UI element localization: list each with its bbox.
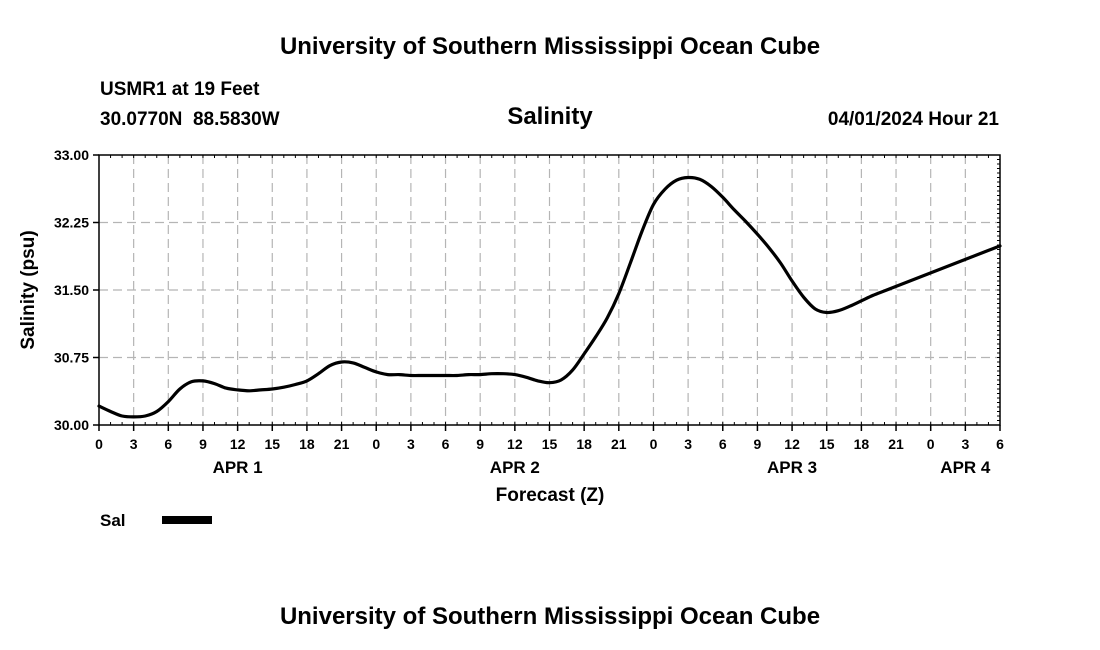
x-tick-label: 3: [684, 436, 692, 452]
page-title-bottom: University of Southern Mississippi Ocean…: [280, 603, 820, 630]
y-tick-labels: 30.00 30.75 31.50 32.25 33.00: [54, 147, 89, 433]
salinity-series-line: [97, 175, 1002, 419]
x-tick-label: 6: [996, 436, 1004, 452]
day-labels: APR 1 APR 2 APR 3 APR 4: [213, 458, 991, 477]
station-coordinates: 30.0770N 88.5830W: [100, 109, 280, 130]
day-label: APR 2: [490, 458, 540, 477]
x-tick-label: 0: [650, 436, 658, 452]
legend-label: Sal: [100, 511, 126, 530]
y-tick-label: 30.75: [54, 350, 89, 366]
y-tick-label: 30.00: [54, 417, 89, 433]
y-axis-label: Salinity (psu): [18, 230, 39, 349]
x-tick-label: 12: [784, 436, 800, 452]
station-label: USMR1 at 19 Feet: [100, 79, 260, 100]
x-tick-label: 9: [476, 436, 484, 452]
x-tick-label: 18: [299, 436, 315, 452]
x-axis-label: Forecast (Z): [496, 485, 605, 506]
x-tick-label: 0: [927, 436, 935, 452]
x-tick-label: 18: [576, 436, 592, 452]
forecast-datetime: 04/01/2024 Hour 21: [828, 109, 1000, 130]
y-tick-label: 31.50: [54, 282, 89, 298]
x-tick-label: 3: [407, 436, 415, 452]
x-tick-label: 15: [264, 436, 280, 452]
x-tick-label: 3: [961, 436, 969, 452]
x-tick-label: 9: [754, 436, 762, 452]
x-tick-label: 12: [507, 436, 523, 452]
day-label: APR 4: [940, 458, 991, 477]
y-tick-label: 32.25: [54, 215, 89, 231]
x-tick-label: 21: [611, 436, 627, 452]
day-label: APR 3: [767, 458, 817, 477]
page-title-top: University of Southern Mississippi Ocean…: [280, 33, 820, 60]
x-tick-label: 0: [372, 436, 380, 452]
x-tick-label: 12: [230, 436, 246, 452]
day-label: APR 1: [213, 458, 263, 477]
x-tick-label: 9: [199, 436, 207, 452]
x-tick-label: 15: [819, 436, 835, 452]
x-tick-label: 21: [334, 436, 350, 452]
x-tick-label: 6: [719, 436, 727, 452]
x-tick-label: 6: [164, 436, 172, 452]
chart-title: Salinity: [507, 103, 593, 130]
y-tick-label: 33.00: [54, 147, 89, 163]
x-tick-label: 21: [888, 436, 904, 452]
grid-lines: [99, 155, 1000, 425]
x-tick-label: 3: [130, 436, 138, 452]
x-tick-label: 18: [854, 436, 870, 452]
x-tick-label: 15: [542, 436, 558, 452]
x-tick-label: 0: [95, 436, 103, 452]
plot-frame: [98, 154, 1001, 426]
x-tick-labels: 0 3 6 9 12 15 18 21 0 3 6 9 12 15 18 21 0 3 6 9 12 15 18 21 0 3 6: [95, 436, 1004, 452]
x-tick-label: 6: [442, 436, 450, 452]
